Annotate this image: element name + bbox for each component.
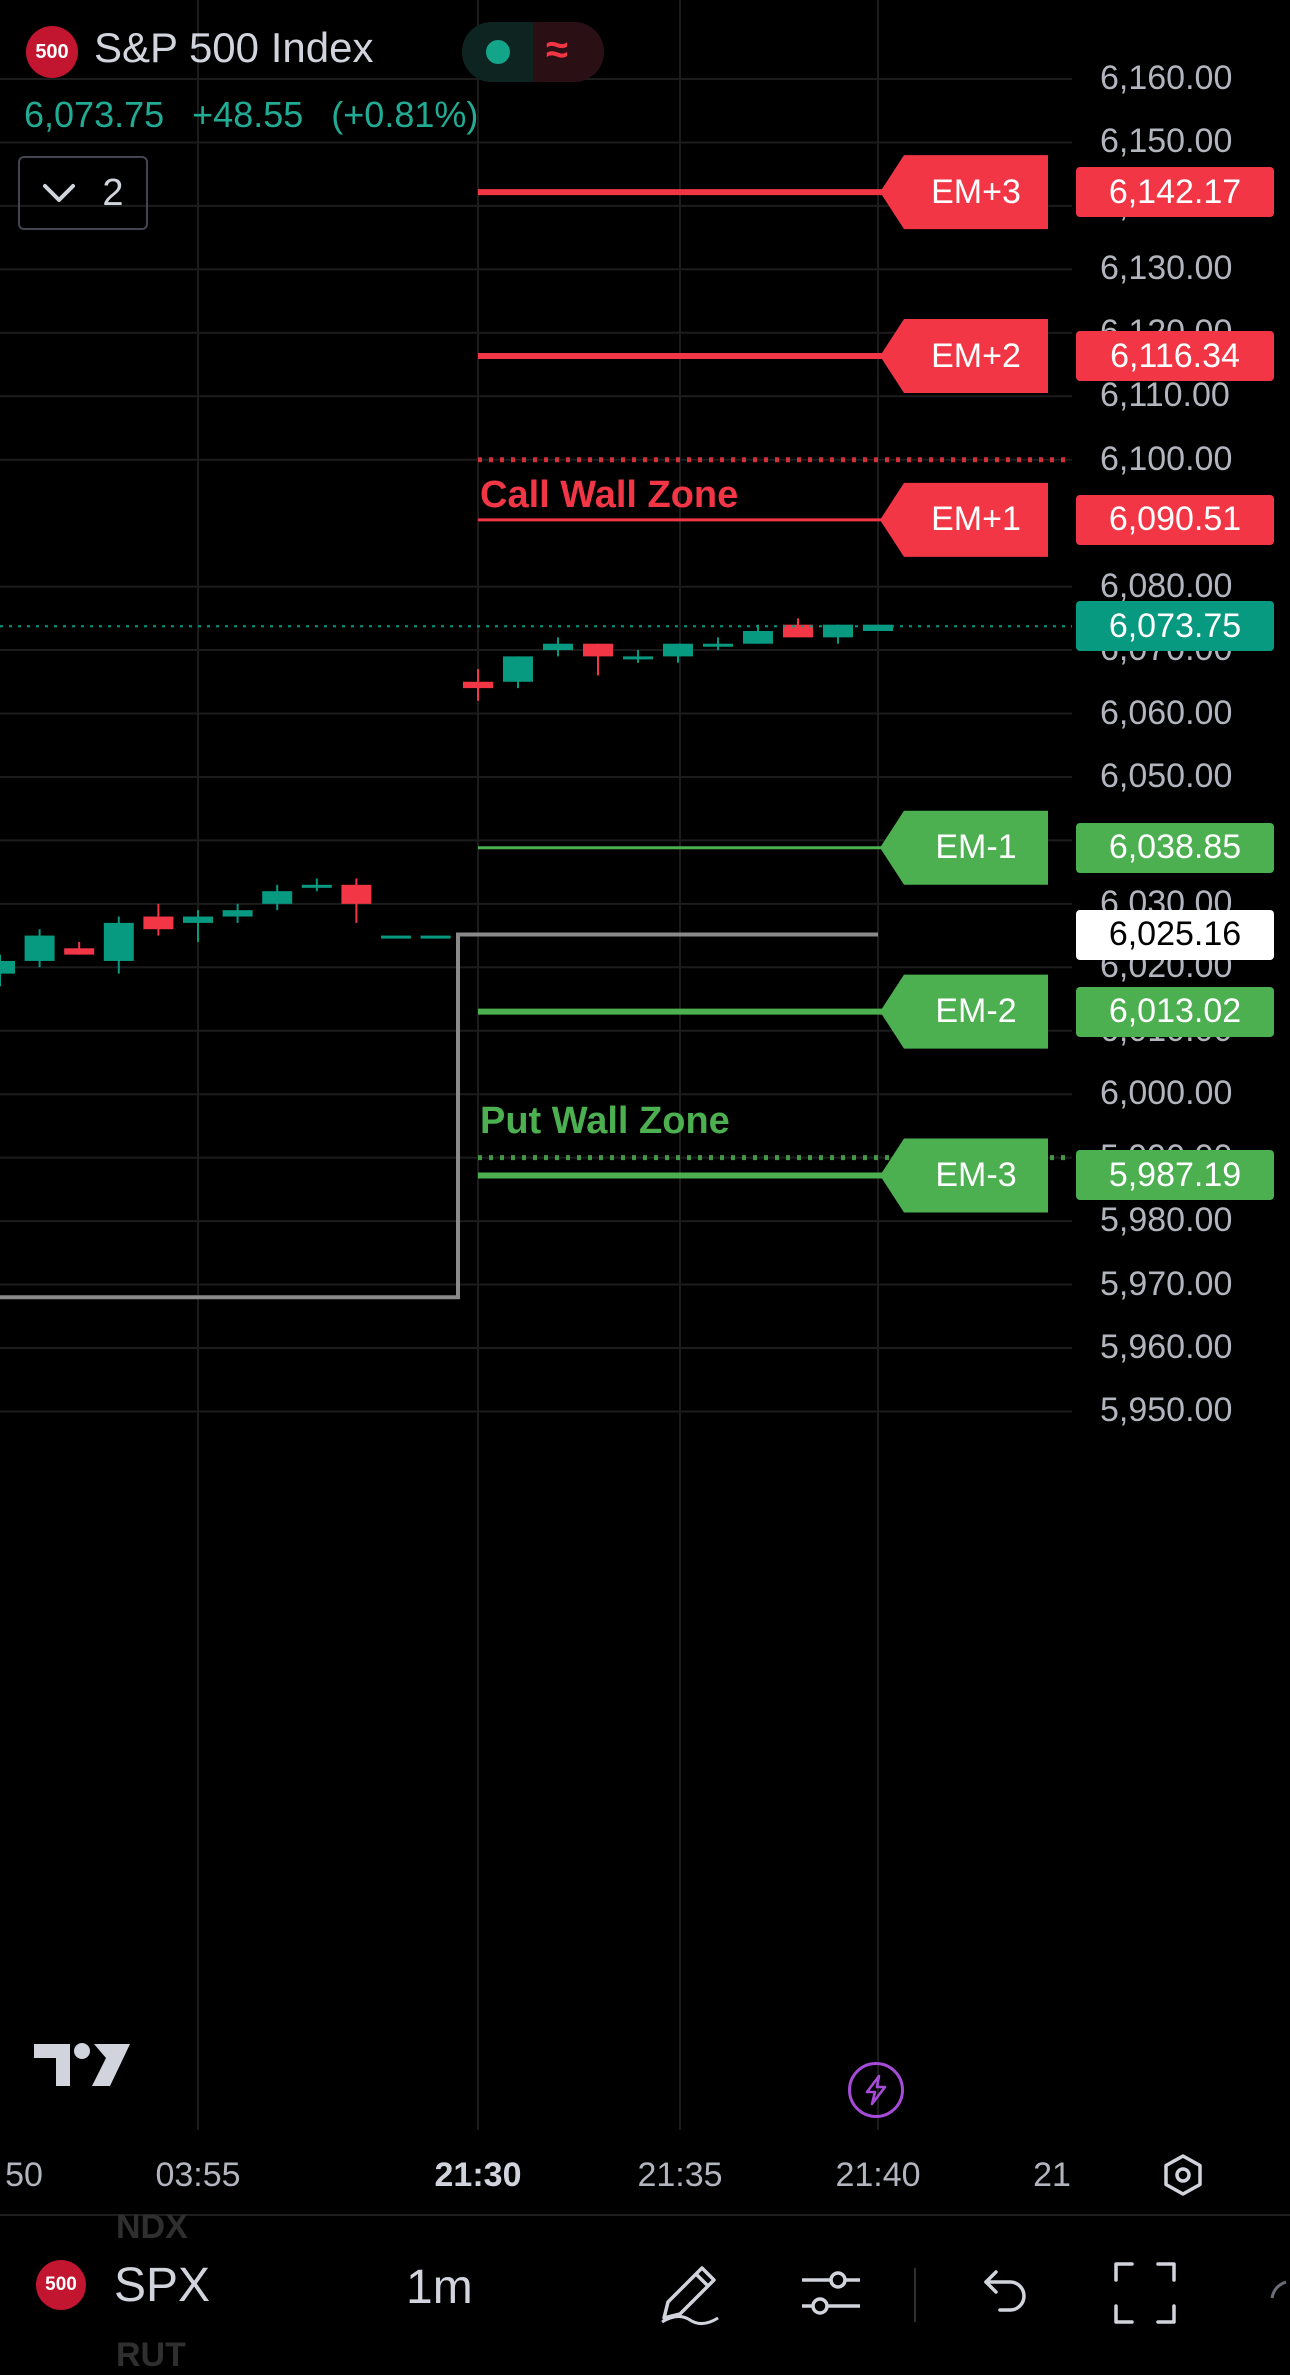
- session-candle-body: [623, 656, 653, 660]
- em-level-tag-shape: [880, 155, 1048, 230]
- price-axis-tick: 5,980.00: [1100, 1201, 1233, 1240]
- price-axis-tick: 6,000.00: [1100, 1074, 1233, 1113]
- prev-session-candle-body: [103, 922, 134, 961]
- em-level-tag-label[interactable]: EM-2: [935, 992, 1017, 1031]
- undo-icon[interactable]: [968, 2260, 1034, 2326]
- sliders-icon[interactable]: [798, 2260, 864, 2326]
- symbol-logo-small: 500: [36, 2260, 86, 2310]
- more-tools-icon[interactable]: [1266, 2260, 1290, 2326]
- symbol-title[interactable]: S&P 500 Index: [94, 24, 374, 71]
- em-level-tag-label[interactable]: EM-3: [935, 1155, 1017, 1194]
- prev-session-candle-body: [24, 935, 55, 961]
- prev-session-candle-body: [143, 916, 174, 930]
- price-axis-tick: 6,110.00: [1100, 376, 1230, 415]
- prev-session-candle-body: [64, 948, 95, 955]
- em-level-tag-shape: [880, 482, 1048, 557]
- price-axis-tick: 6,080.00: [1100, 566, 1233, 605]
- session-candle-body: [743, 631, 773, 644]
- market-status-pill[interactable]: ≈: [462, 22, 604, 82]
- ghost-symbol-ndx: NDX: [116, 2208, 188, 2246]
- chevron-down-icon: [43, 184, 76, 202]
- prev-session-candle-body: [420, 935, 451, 939]
- last-price-label: 6,073.75: [1076, 601, 1274, 652]
- session-candle-body: [783, 624, 813, 638]
- time-axis-tick: 21: [1033, 2156, 1071, 2194]
- price-axis-tick: 6,060.00: [1100, 693, 1233, 732]
- last-price: 6,073.75: [24, 94, 165, 135]
- em-level-price-label: 6,142.17: [1076, 167, 1274, 218]
- price-change: +48.55: [192, 94, 304, 135]
- session-candle-body: [463, 681, 493, 689]
- prev-session-candle-body: [183, 916, 213, 923]
- session-candle-body: [543, 643, 573, 651]
- price-axis-tick: 5,970.00: [1100, 1264, 1233, 1303]
- quote-line: 6,073.75 +48.55 (+0.81%): [24, 94, 496, 136]
- interval-button[interactable]: 1m: [406, 2261, 473, 2314]
- toolbar-divider: [914, 2268, 916, 2322]
- session-candle-body: [503, 656, 533, 682]
- previous-close-step-line: [0, 932, 878, 1300]
- price-axis-tick: 6,130.00: [1100, 249, 1233, 288]
- alerts-bolt-button[interactable]: [848, 2062, 904, 2118]
- prev-session-candle-body: [0, 960, 15, 974]
- symbol-logo[interactable]: 500: [26, 26, 78, 78]
- session-candle-body: [823, 624, 853, 638]
- session-candle-body: [583, 643, 613, 657]
- prev-session-candle-body: [262, 891, 293, 904]
- em-level-price-label: 5,987.19: [1076, 1150, 1274, 1201]
- price-axis-tick: 6,050.00: [1100, 756, 1233, 795]
- pen-icon[interactable]: [656, 2260, 722, 2326]
- price-axis-tick: 5,960.00: [1100, 1328, 1233, 1366]
- market-open-dot-icon: [486, 40, 510, 64]
- bottom-toolbar: NDX RUT 500 SPX 1m: [0, 2208, 1290, 2374]
- prev-session-candle-body: [341, 884, 372, 904]
- em-level-price-label: 6,038.85: [1076, 822, 1274, 873]
- indicators-toggle-button[interactable]: 2: [18, 156, 148, 230]
- time-axis-tick: 21:35: [637, 2156, 723, 2194]
- lightning-icon: [865, 2074, 887, 2106]
- price-axis-tick: 5,950.00: [1100, 1391, 1233, 1430]
- em-level-tag-label[interactable]: EM-1: [935, 828, 1017, 867]
- wall-zone-label: Put Wall Zone: [480, 1099, 730, 1142]
- em-level-price-label: 6,116.34: [1076, 331, 1274, 382]
- wall-zone-label: Call Wall Zone: [480, 473, 739, 516]
- prev-session-candle-body: [301, 884, 332, 888]
- em-level-tag-label[interactable]: EM+2: [931, 336, 1021, 375]
- indicator-count: 2: [102, 171, 124, 214]
- em-level-tag-shape: [880, 1138, 1048, 1213]
- extended-hours-icon: ≈: [546, 28, 568, 72]
- price-axis-tick: 6,150.00: [1100, 122, 1233, 161]
- em-level-price-label: 6,090.51: [1076, 494, 1274, 545]
- session-candle-body: [663, 643, 693, 657]
- session-candle-body: [703, 643, 733, 647]
- fullscreen-icon[interactable]: [1112, 2260, 1178, 2326]
- prev-session-candle-body: [381, 935, 411, 939]
- price-axis-tick: 6,100.00: [1100, 439, 1233, 478]
- em-level-tag-shape: [880, 974, 1048, 1049]
- prev-session-candle-body: [222, 910, 253, 917]
- em-level-price-label: 6,013.02: [1076, 986, 1274, 1037]
- em-level-tag-shape: [880, 319, 1048, 394]
- tradingview-logo-icon: [34, 2043, 130, 2086]
- previous-close-price-label: 6,025.16: [1076, 909, 1274, 960]
- time-axis-tick: 50: [5, 2156, 43, 2194]
- chart-settings-icon[interactable]: [1158, 2150, 1208, 2200]
- em-level-tag-label[interactable]: EM+3: [931, 172, 1021, 211]
- price-change-pct: (+0.81%): [331, 94, 479, 135]
- price-axis-tick: 6,160.00: [1100, 59, 1233, 97]
- time-axis-tick: 21:40: [835, 2156, 921, 2194]
- ghost-symbol-rut: RUT: [116, 2336, 186, 2374]
- session-candle-body: [863, 624, 893, 632]
- time-axis-tick: 21:30: [434, 2156, 522, 2194]
- em-level-tag-label[interactable]: EM+1: [931, 500, 1021, 539]
- chart-header: 500 S&P 500 Index ≈ 6,073.75 +48.55 (+0.…: [0, 0, 1070, 240]
- time-axis-tick: 03:55: [155, 2156, 241, 2194]
- em-level-tag-shape: [880, 810, 1048, 885]
- symbol-button[interactable]: SPX: [114, 2259, 211, 2312]
